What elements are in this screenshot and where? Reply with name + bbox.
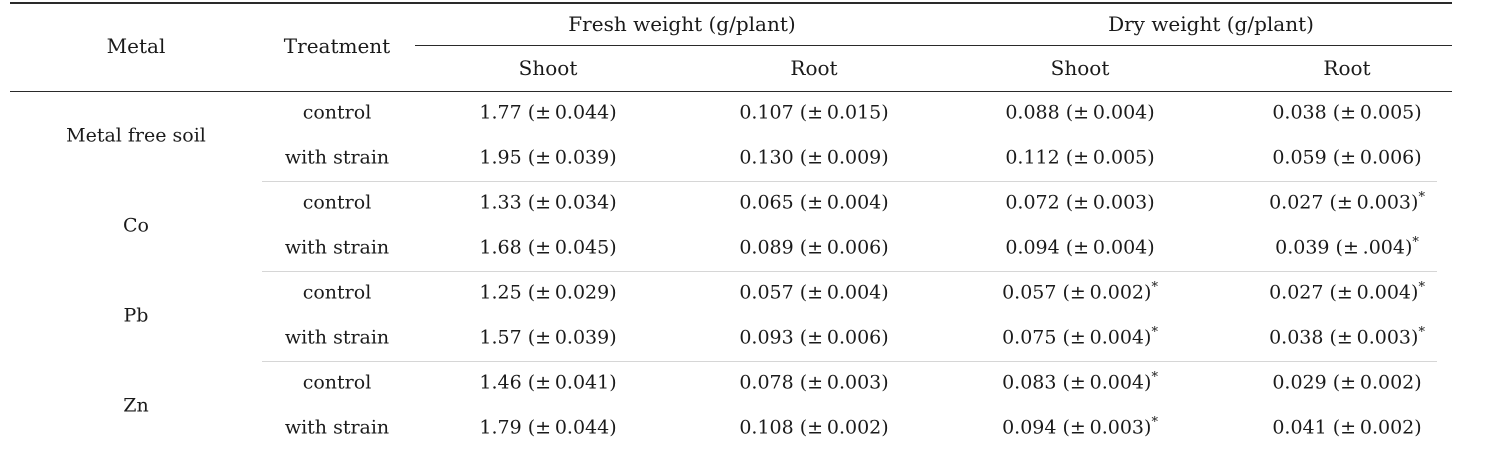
dry-shoot-cell: 0.094 (± 0.003)* bbox=[1002, 415, 1158, 439]
fresh-shoot-cell: 1.77 (± 0.044) bbox=[479, 101, 617, 124]
metal-label: Pb bbox=[123, 304, 149, 327]
metal-label: Metal free soil bbox=[66, 124, 206, 147]
dry-root-cell: 0.059 (± 0.006) bbox=[1272, 146, 1422, 169]
treatment-cell: with strain bbox=[284, 146, 390, 169]
dry-root-cell: 0.038 (± 0.003)* bbox=[1269, 325, 1425, 349]
fresh-shoot-cell: 1.25 (± 0.029) bbox=[479, 281, 617, 304]
treatment-cell: control bbox=[302, 371, 372, 394]
dry-shoot-cell: 0.083 (± 0.004)* bbox=[1002, 370, 1158, 394]
group-separator bbox=[262, 271, 1437, 272]
fresh-root-cell: 0.078 (± 0.003) bbox=[739, 371, 889, 394]
header-fresh-weight: Fresh weight (g/plant) bbox=[568, 12, 796, 36]
dry-root-cell: 0.027 (± 0.004)* bbox=[1269, 280, 1425, 304]
fresh-root-cell: 0.107 (± 0.015) bbox=[739, 101, 889, 124]
fresh-root-cell: 0.089 (± 0.006) bbox=[739, 236, 889, 259]
fresh-shoot-cell: 1.79 (± 0.044) bbox=[479, 416, 617, 439]
dry-root-cell: 0.041 (± 0.002) bbox=[1272, 416, 1422, 439]
dry-shoot-cell: 0.057 (± 0.002)* bbox=[1002, 280, 1158, 304]
fresh-shoot-cell: 1.68 (± 0.045) bbox=[479, 236, 617, 259]
header-dry-weight: Dry weight (g/plant) bbox=[1108, 12, 1314, 36]
top-rule bbox=[10, 2, 1452, 4]
header-dry-root: Root bbox=[1323, 56, 1371, 80]
dry-shoot-cell: 0.112 (± 0.005) bbox=[1005, 146, 1155, 169]
treatment-cell: with strain bbox=[284, 236, 390, 259]
treatment-cell: control bbox=[302, 101, 372, 124]
group-separator bbox=[262, 181, 1437, 182]
header-treatment: Treatment bbox=[283, 34, 391, 58]
header-dry-shoot: Shoot bbox=[1050, 56, 1110, 80]
fresh-root-cell: 0.057 (± 0.004) bbox=[739, 281, 889, 304]
dry-root-cell: 0.038 (± 0.005) bbox=[1272, 101, 1422, 124]
dry-shoot-cell: 0.075 (± 0.004)* bbox=[1002, 325, 1158, 349]
header-bottom-rule bbox=[10, 91, 1452, 92]
dry-shoot-cell: 0.072 (± 0.003) bbox=[1005, 191, 1155, 214]
metal-label: Co bbox=[123, 214, 149, 237]
fresh-root-cell: 0.065 (± 0.004) bbox=[739, 191, 889, 214]
fresh-root-cell: 0.093 (± 0.006) bbox=[739, 326, 889, 349]
dry-root-cell: 0.029 (± 0.002) bbox=[1272, 371, 1422, 394]
treatment-cell: with strain bbox=[284, 326, 390, 349]
fresh-shoot-cell: 1.33 (± 0.034) bbox=[479, 191, 617, 214]
treatment-cell: control bbox=[302, 281, 372, 304]
treatment-cell: with strain bbox=[284, 416, 390, 439]
fresh-shoot-cell: 1.95 (± 0.039) bbox=[479, 146, 617, 169]
group-separator bbox=[262, 361, 1437, 362]
header-metal: Metal bbox=[106, 34, 166, 58]
fresh-shoot-cell: 1.57 (± 0.039) bbox=[479, 326, 617, 349]
dry-shoot-cell: 0.094 (± 0.004) bbox=[1005, 236, 1155, 259]
fresh-shoot-cell: 1.46 (± 0.041) bbox=[479, 371, 617, 394]
header-fresh-shoot: Shoot bbox=[518, 56, 578, 80]
dry-root-cell: 0.027 (± 0.003)* bbox=[1269, 190, 1425, 214]
dry-shoot-cell: 0.088 (± 0.004) bbox=[1005, 101, 1155, 124]
fresh-root-cell: 0.130 (± 0.009) bbox=[739, 146, 889, 169]
group-header-rule bbox=[415, 45, 1452, 46]
treatment-cell: control bbox=[302, 191, 372, 214]
dry-root-cell: 0.039 (± .004)* bbox=[1275, 235, 1419, 259]
metal-label: Zn bbox=[123, 394, 149, 417]
header-fresh-root: Root bbox=[790, 56, 838, 80]
fresh-root-cell: 0.108 (± 0.002) bbox=[739, 416, 889, 439]
